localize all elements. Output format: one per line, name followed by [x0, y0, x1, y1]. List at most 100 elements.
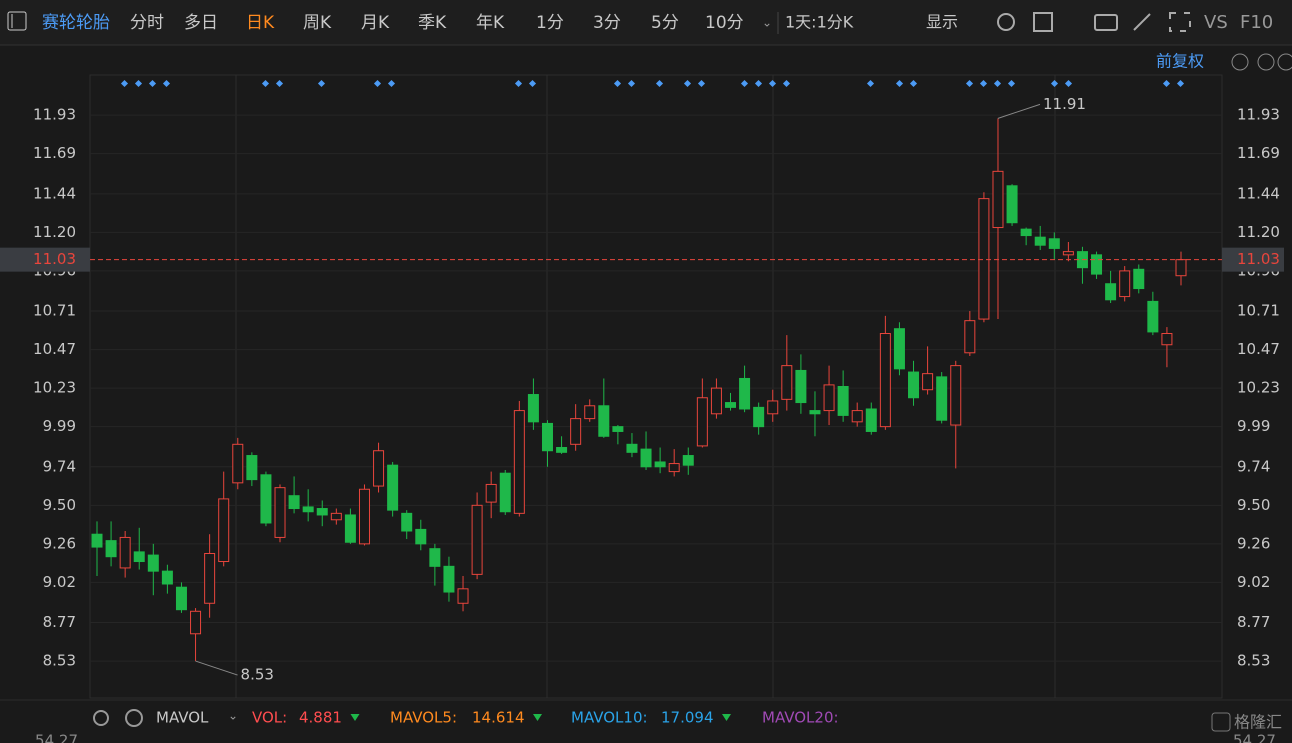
vol-axis-label: 54.27 — [35, 732, 78, 743]
min-label: 8.53 — [241, 666, 274, 684]
indicator-icon[interactable] — [1033, 12, 1053, 32]
signal-marker — [965, 79, 974, 88]
vol-indicator[interactable]: MAVOL — [156, 709, 209, 727]
period-select[interactable]: 1天:1分K — [785, 13, 854, 32]
zoom-in-icon[interactable] — [1277, 53, 1292, 71]
candle-body — [879, 333, 891, 428]
signal-marker — [627, 79, 636, 88]
y-tick-label: 11.44 — [33, 184, 76, 202]
candle-body — [175, 586, 187, 611]
price-tag — [1222, 247, 1284, 272]
candle-body — [161, 570, 173, 585]
dropdown-arrow[interactable]: ⌄ — [762, 16, 772, 30]
period-tab[interactable]: 分时 — [130, 13, 164, 33]
y-tick-label: 9.74 — [1237, 457, 1270, 475]
signal-marker — [909, 79, 918, 88]
candle-body — [316, 508, 328, 516]
period-tab[interactable]: 多日 — [184, 13, 218, 33]
candle-body — [753, 406, 765, 428]
candle-body — [246, 455, 258, 481]
candle-body — [373, 450, 385, 487]
candle-body — [950, 365, 962, 426]
candle-body — [992, 170, 1004, 229]
y-tick-label: 9.26 — [1237, 534, 1270, 552]
period-tab[interactable]: 年K — [476, 13, 505, 33]
candle-body — [710, 387, 722, 415]
y-tick-label: 10.47 — [1237, 340, 1280, 358]
candle-body — [1105, 283, 1117, 301]
current-price: 11.03 — [1237, 250, 1280, 268]
signal-marker — [754, 79, 763, 88]
trend-arrow — [350, 714, 360, 721]
candle-body — [1147, 300, 1159, 333]
y-tick-label: 11.93 — [1237, 106, 1280, 124]
display-menu[interactable]: 显示 — [926, 13, 958, 32]
period-tab[interactable]: 5分 — [651, 13, 679, 33]
fullscreen-icon[interactable] — [1169, 12, 1191, 32]
candle-body — [767, 400, 779, 415]
signal-marker — [275, 79, 284, 88]
adjust-button[interactable]: 前复权 — [1156, 52, 1204, 71]
candle-body — [654, 461, 666, 468]
period-tab[interactable]: 1分 — [536, 13, 564, 33]
signal-marker — [895, 79, 904, 88]
signal-marker — [317, 79, 326, 88]
y-tick-label: 11.93 — [33, 106, 76, 124]
candle-body — [499, 472, 511, 513]
vol-close-icon[interactable] — [125, 709, 143, 727]
signal-marker — [979, 79, 988, 88]
candle-body — [1175, 259, 1187, 277]
signal-marker — [162, 79, 171, 88]
period-tab[interactable]: 月K — [361, 13, 390, 33]
candle-body — [570, 418, 582, 445]
candle-body — [893, 328, 905, 370]
candle-body — [218, 498, 230, 563]
period-tab[interactable]: 10分 — [705, 13, 744, 33]
candle-body — [204, 552, 216, 604]
y-tick-label: 9.02 — [43, 573, 76, 591]
candle-body — [781, 365, 793, 400]
candle-body — [133, 551, 145, 563]
toolbar — [0, 0, 1292, 45]
y-tick-label: 11.44 — [1237, 184, 1280, 202]
signal-marker — [993, 79, 1002, 88]
camera-icon[interactable] — [1094, 14, 1118, 31]
back-icon[interactable] — [1231, 53, 1249, 71]
settings-icon[interactable] — [997, 13, 1015, 31]
dropdown-arrow[interactable]: ⌄ — [228, 709, 238, 723]
signal-marker — [528, 79, 537, 88]
sidebar-toggle[interactable] — [7, 11, 27, 31]
candle-body — [288, 495, 300, 510]
signal-marker — [261, 79, 270, 88]
candle-body — [1161, 333, 1173, 346]
draw-icon[interactable] — [1133, 13, 1151, 31]
candle-body — [795, 369, 807, 404]
max-label: 11.91 — [1043, 95, 1086, 113]
vol-settings-icon[interactable] — [93, 710, 109, 726]
candle-body — [865, 408, 877, 432]
candle-body — [964, 320, 976, 354]
watermark-logo — [1211, 712, 1231, 732]
candle-body — [541, 422, 553, 452]
candle-body — [457, 588, 469, 604]
candle-body — [640, 448, 652, 468]
signal-marker — [1007, 79, 1016, 88]
candle-body — [1048, 238, 1060, 249]
signal-marker — [373, 79, 382, 88]
stock-name[interactable]: 赛轮轮胎 — [42, 12, 110, 33]
y-tick-label: 10.71 — [33, 302, 76, 320]
candle-body — [908, 371, 920, 399]
period-tab[interactable]: 日K — [246, 13, 275, 33]
period-tab[interactable]: 3分 — [593, 13, 621, 33]
f10-button[interactable]: F10 — [1240, 12, 1273, 33]
y-tick-label: 10.71 — [1237, 302, 1280, 320]
candle-body — [1091, 254, 1103, 275]
zoom-out-icon[interactable] — [1257, 53, 1275, 71]
y-tick-label: 9.50 — [1237, 496, 1270, 514]
period-tab[interactable]: 周K — [303, 13, 332, 33]
candle-body — [696, 397, 708, 447]
vs-button[interactable]: VS — [1204, 12, 1228, 33]
period-tab[interactable]: 季K — [418, 13, 447, 33]
